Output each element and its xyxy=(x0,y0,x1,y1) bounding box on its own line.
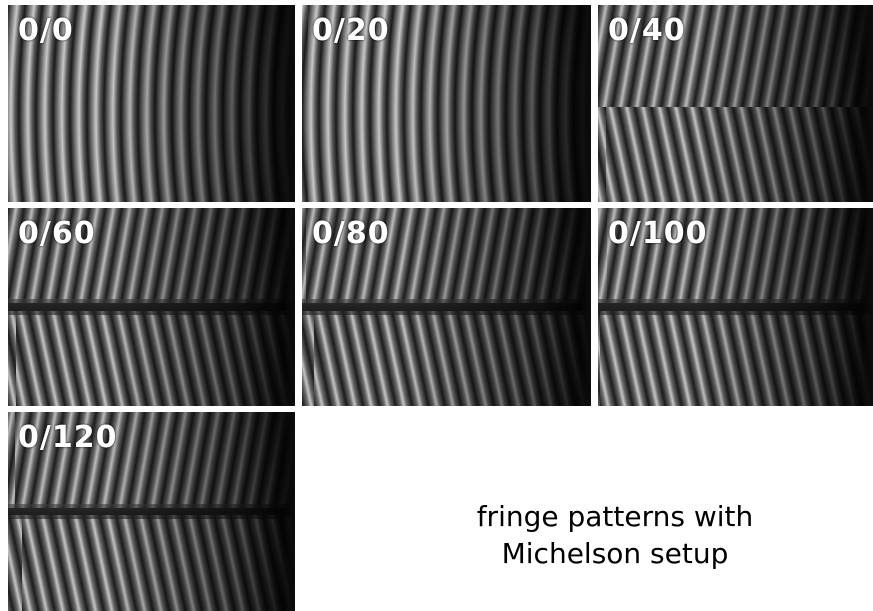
panel-label: 0/20 xyxy=(312,13,390,48)
fringe-image: 0/60 xyxy=(8,208,295,406)
fringe-image: 0/40 xyxy=(598,5,873,202)
fringe-image: 0/100 xyxy=(598,208,873,406)
panel-label: 0/80 xyxy=(312,216,390,251)
panel-label: 0/40 xyxy=(608,13,686,48)
fringe-image: 0/20 xyxy=(302,5,591,202)
panel-label: 0/100 xyxy=(608,216,707,251)
caption-line: fringe patterns with xyxy=(400,500,830,533)
panel-label: 0/120 xyxy=(18,420,117,455)
panel-label: 0/0 xyxy=(18,13,74,48)
caption-line: Michelson setup xyxy=(400,537,830,570)
figure: 0/0 0/20 0/40 0/60 0/80 0/100 0/120 xyxy=(0,0,873,611)
fringe-image: 0/0 xyxy=(8,5,295,202)
panel-label: 0/60 xyxy=(18,216,96,251)
fringe-image: 0/80 xyxy=(302,208,591,406)
fringe-image: 0/120 xyxy=(8,412,295,611)
